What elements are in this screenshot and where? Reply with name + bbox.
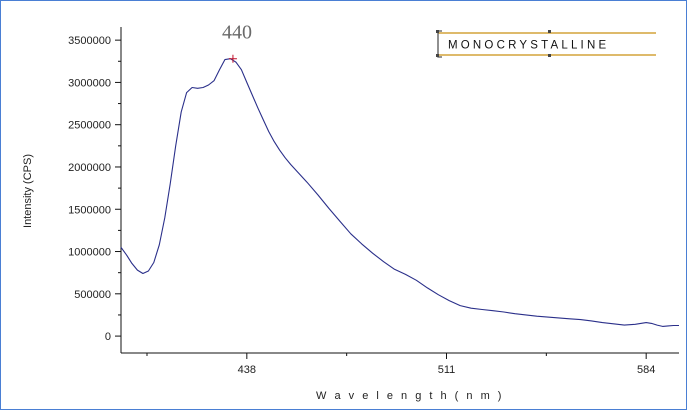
y-tick-label: 1000000 [68,247,111,259]
y-tick-label: 3500000 [68,35,111,47]
y-axis-title: Intensity (CPS) [22,154,34,228]
series-line [120,58,679,327]
x-tick-label: 511 [438,364,456,376]
x-tick-label: 584 [637,364,655,376]
y-tick-label: 500000 [74,289,111,301]
y-tick-label: 2500000 [68,120,111,132]
legend-handle [436,30,439,33]
y-tick-label: 0 [105,331,111,343]
legend-left-bracket [437,30,442,58]
y-tick-label: 1500000 [68,204,111,216]
legend-handle [548,30,551,33]
x-axis-title: W a v e l e n g t h ( n m ) [316,390,504,402]
peak-label: 440 [222,22,252,44]
y-tick-label: 3000000 [68,77,111,89]
x-tick-label: 438 [238,364,256,376]
legend-handle [548,54,551,57]
y-tick-label: 2000000 [68,162,111,174]
legend-label: MONOCRYSTALLINE [448,40,609,52]
series-layer [120,58,679,327]
axes: 0 500000 1000000 1500000 2000000 2500000 30000… [22,27,679,402]
legend-handle [436,54,439,57]
legend: MONOCRYSTALLINE [436,30,656,58]
annotation-layer: 440 [222,22,252,63]
